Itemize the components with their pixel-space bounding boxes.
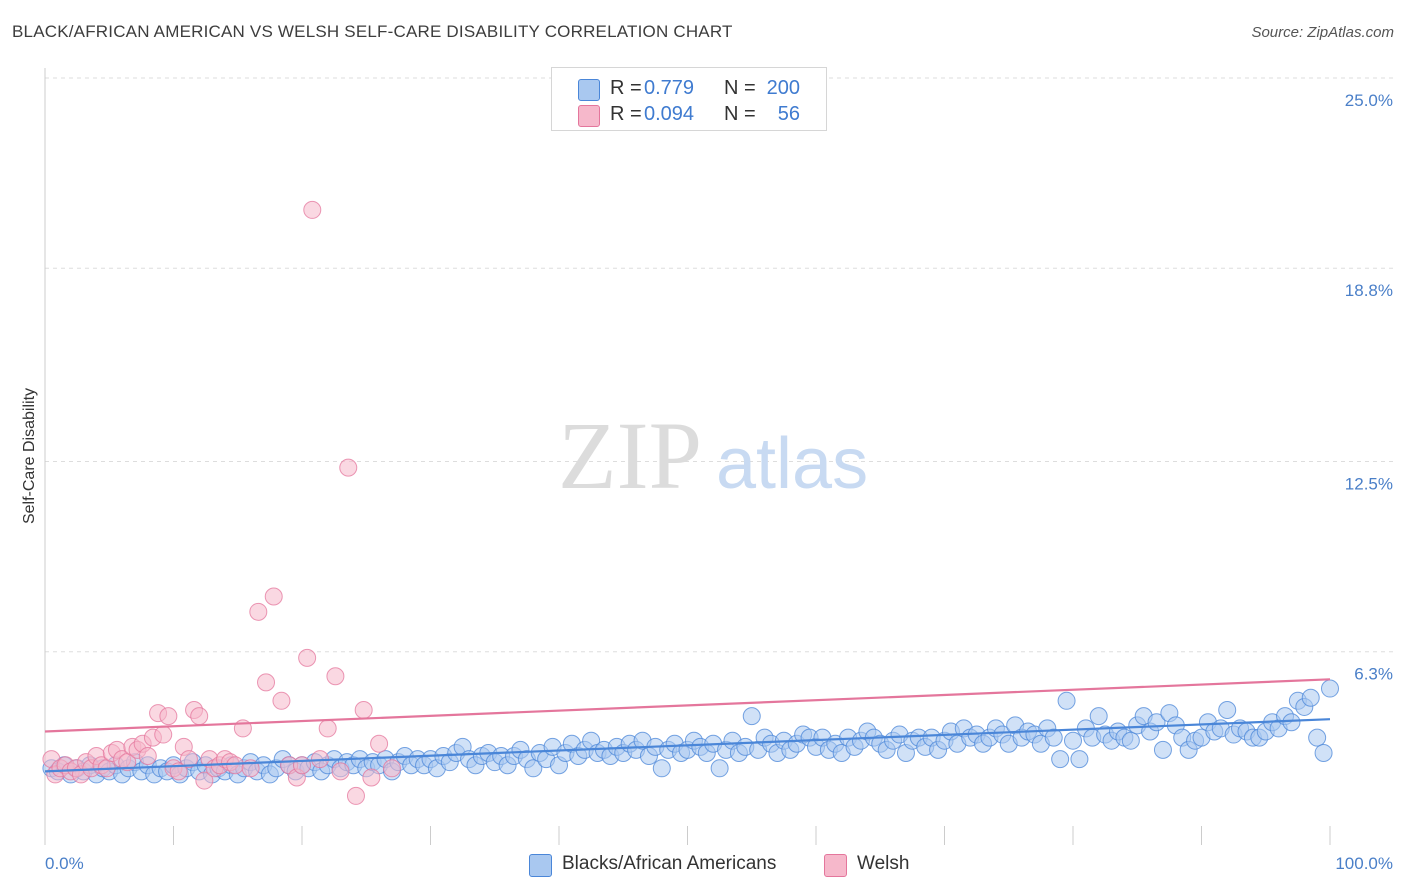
legend-row-welsh: R = 0.094 N = 56 — [552, 102, 826, 128]
axes — [44, 68, 1331, 845]
series-legend: Blacks/African Americans Welsh — [0, 852, 1406, 878]
y-tick-label: 18.8% — [1345, 281, 1393, 300]
blacks-point — [1218, 701, 1237, 720]
welsh-point — [226, 756, 245, 775]
blacks-point — [1314, 743, 1333, 762]
blacks-point — [1064, 731, 1082, 750]
trend-lines — [44, 678, 1331, 773]
legend-n-label: N = — [724, 77, 756, 99]
welsh-point — [195, 771, 214, 790]
legend-swatch-welsh — [578, 105, 600, 127]
x-tick-label: 0.0% — [45, 854, 84, 873]
legend-row-blacks: R = 0.779 N = 200 — [552, 76, 826, 102]
legend-swatch-blacks — [578, 79, 600, 101]
blacks-point — [1051, 750, 1070, 769]
y-tick-label: 12.5% — [1345, 475, 1393, 494]
blacks-point — [1044, 728, 1063, 747]
legend-swatch-welsh — [824, 854, 847, 877]
blacks-point — [742, 707, 761, 726]
welsh-point — [370, 734, 389, 753]
blacks-point — [524, 759, 543, 778]
legend-label-blacks: Blacks/African Americans — [562, 853, 777, 874]
blacks-point — [1321, 679, 1339, 698]
legend-swatch-blacks — [529, 854, 552, 877]
chart-title: BLACK/AFRICAN AMERICAN VS WELSH SELF-CAR… — [12, 22, 733, 41]
blacks-point — [1057, 691, 1076, 710]
legend-n-value: 56 — [777, 103, 800, 125]
blacks-point — [1121, 731, 1140, 750]
legend-r-value: 0.779 — [644, 77, 695, 99]
welsh-point — [264, 587, 283, 606]
watermark-atlas: atlas — [716, 424, 868, 504]
welsh-point — [298, 648, 317, 667]
legend-r-label: R = — [610, 77, 642, 99]
blacks-point — [710, 759, 729, 778]
legend-r-label: R = — [610, 103, 642, 125]
legend-label-welsh: Welsh — [857, 853, 910, 874]
welsh-point — [249, 602, 268, 621]
blacks-point — [1282, 713, 1301, 732]
legend-n-value: 200 — [766, 77, 800, 99]
legend-r-value: 0.094 — [644, 103, 695, 125]
welsh-point — [303, 200, 322, 219]
welsh-point — [179, 750, 198, 769]
y-tick-label: 6.3% — [1354, 665, 1393, 684]
welsh-point — [293, 756, 311, 775]
y-axis-label: Self-Care Disability — [21, 388, 38, 524]
x-tick-label: 100.0% — [1335, 854, 1393, 873]
welsh-point — [362, 768, 381, 787]
blacks-point — [1301, 688, 1320, 707]
tick-labels: 6.3% 12.5% 18.8% 25.0% 0.0% 100.0% — [45, 91, 1393, 873]
blacks-point — [652, 759, 671, 778]
blacks-trend-line — [44, 718, 1331, 773]
blacks-point — [1153, 740, 1172, 759]
watermark-zip: ZIP — [558, 402, 702, 509]
blacks-point — [1308, 728, 1327, 747]
source-label: Source: ZipAtlas.com — [1251, 24, 1394, 41]
welsh-point — [382, 759, 401, 778]
welsh-trend-line — [44, 678, 1331, 733]
welsh-point — [257, 673, 276, 692]
welsh-point — [318, 719, 337, 738]
welsh-point — [138, 747, 157, 766]
welsh-point — [154, 725, 173, 744]
welsh-point — [326, 667, 345, 686]
grid-lines — [45, 77, 1395, 653]
welsh-point — [331, 762, 350, 781]
blacks-point — [1089, 707, 1108, 726]
welsh-point — [190, 707, 209, 726]
welsh-point — [346, 786, 365, 805]
welsh-point — [339, 458, 358, 477]
welsh-point — [272, 691, 291, 710]
welsh-point — [159, 707, 178, 726]
y-tick-label: 25.0% — [1345, 91, 1393, 110]
legend-n-label: N = — [724, 103, 756, 125]
welsh-point — [354, 701, 373, 720]
correlation-legend: R = 0.779 N = 200 R = 0.094 N = 56 — [551, 67, 827, 131]
blacks-point — [1070, 750, 1089, 769]
